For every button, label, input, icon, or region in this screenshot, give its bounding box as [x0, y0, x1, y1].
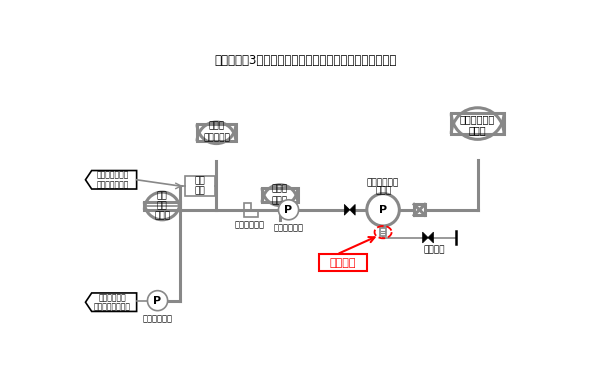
Text: ほう酸ポンプ: ほう酸ポンプ — [273, 223, 303, 232]
Polygon shape — [423, 232, 428, 243]
Text: １次冷却系より: １次冷却系より — [96, 171, 129, 180]
Text: ドレン弁: ドレン弁 — [423, 245, 445, 255]
Bar — [262, 188, 298, 203]
Text: ほう酸混合器: ほう酸混合器 — [235, 221, 265, 230]
Text: 制御: 制御 — [157, 201, 168, 210]
Text: P: P — [153, 296, 162, 306]
Text: １次冷却系へ: １次冷却系へ — [99, 293, 127, 302]
Bar — [451, 113, 504, 134]
Text: タンク: タンク — [154, 211, 170, 220]
Text: タンク: タンク — [272, 196, 288, 205]
Polygon shape — [428, 232, 433, 243]
Text: ほう酸濃縮液: ほう酸濃縮液 — [367, 178, 399, 187]
Circle shape — [278, 200, 298, 220]
Text: 純水タンク: 純水タンク — [203, 133, 230, 142]
Text: ほう酸濃縮液: ほう酸濃縮液 — [460, 114, 496, 124]
Text: P: P — [379, 205, 387, 215]
Bar — [380, 228, 386, 236]
Text: P: P — [284, 205, 293, 215]
Bar — [414, 204, 425, 215]
Text: 体積: 体積 — [157, 191, 168, 201]
Text: ほう酸: ほう酸 — [272, 185, 288, 194]
Polygon shape — [350, 204, 355, 215]
Text: 当該箇所: 当該箇所 — [330, 258, 356, 268]
Circle shape — [147, 291, 168, 311]
Bar — [144, 202, 180, 210]
Bar — [319, 255, 367, 271]
Polygon shape — [344, 204, 350, 215]
Text: 充てんポンプ: 充てんポンプ — [143, 314, 173, 323]
Circle shape — [367, 194, 399, 226]
Text: 装置: 装置 — [195, 186, 205, 195]
Text: １次系: １次系 — [208, 121, 224, 130]
Text: （充てんライン）: （充てんライン） — [94, 302, 131, 311]
Text: （抽出ライン）: （抽出ライン） — [96, 180, 129, 189]
Text: タンク: タンク — [469, 125, 487, 135]
Text: 伊方発電所3号機　ほう酸濃縮液ポンプまわり系統概略図: 伊方発電所3号機 ほう酸濃縮液ポンプまわり系統概略図 — [214, 54, 397, 67]
Text: ポンプ: ポンプ — [375, 186, 391, 195]
Bar — [197, 124, 236, 141]
Bar — [186, 176, 215, 196]
Text: 浄化: 浄化 — [195, 177, 205, 186]
